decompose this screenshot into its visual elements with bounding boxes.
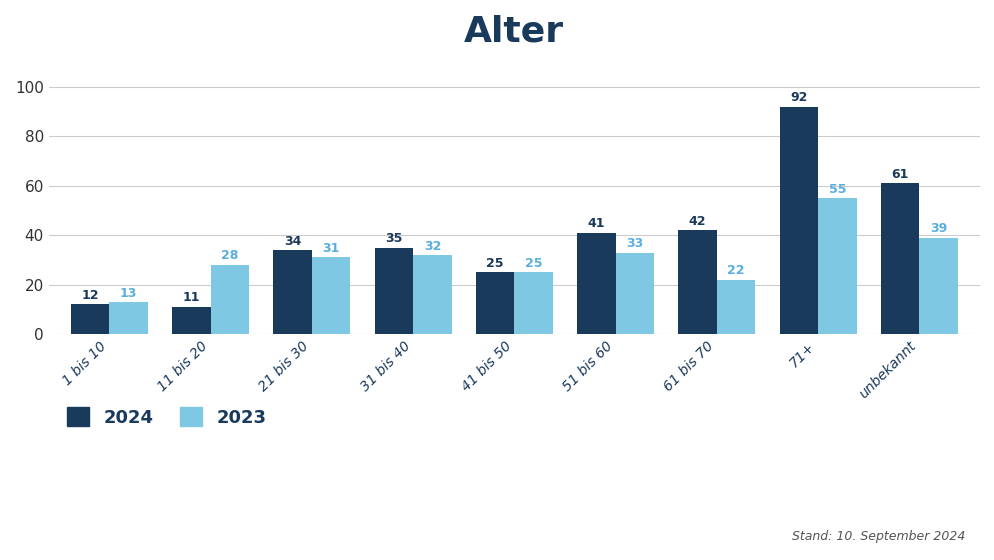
Bar xyxy=(577,233,615,334)
Text: 55: 55 xyxy=(828,183,845,195)
Legend: 2024, 2023: 2024, 2023 xyxy=(67,407,266,427)
Text: 22: 22 xyxy=(727,264,745,277)
Text: 25: 25 xyxy=(524,257,542,270)
Title: Alter: Alter xyxy=(464,15,564,49)
Bar xyxy=(678,230,716,334)
Text: 34: 34 xyxy=(283,235,301,248)
Bar xyxy=(211,265,248,334)
Text: 41: 41 xyxy=(587,217,604,230)
Bar xyxy=(375,248,413,334)
Bar xyxy=(413,255,451,334)
Bar xyxy=(880,183,918,334)
Bar xyxy=(273,250,311,334)
Text: 35: 35 xyxy=(385,232,403,245)
Text: 61: 61 xyxy=(891,168,908,181)
Bar xyxy=(71,305,109,334)
Bar xyxy=(475,272,514,334)
Text: 33: 33 xyxy=(625,237,643,250)
Text: 92: 92 xyxy=(789,91,807,104)
Text: 13: 13 xyxy=(120,287,137,300)
Bar xyxy=(716,280,754,334)
Bar xyxy=(817,198,856,334)
Text: 31: 31 xyxy=(322,242,340,255)
Bar xyxy=(918,237,957,334)
Bar xyxy=(311,258,350,334)
Text: 11: 11 xyxy=(183,292,200,305)
Text: 39: 39 xyxy=(929,222,946,235)
Text: 12: 12 xyxy=(82,289,98,302)
Text: 28: 28 xyxy=(221,249,239,263)
Text: 25: 25 xyxy=(486,257,503,270)
Bar xyxy=(172,307,211,334)
Text: Stand: 10. September 2024: Stand: 10. September 2024 xyxy=(791,530,964,543)
Bar xyxy=(514,272,553,334)
Bar xyxy=(109,302,148,334)
Text: 32: 32 xyxy=(423,240,440,253)
Bar xyxy=(778,106,817,334)
Bar xyxy=(615,253,653,334)
Text: 42: 42 xyxy=(688,215,706,228)
